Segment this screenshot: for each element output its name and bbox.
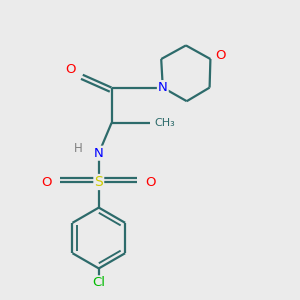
Text: Cl: Cl: [92, 276, 105, 289]
Text: S: S: [94, 175, 103, 189]
Text: O: O: [215, 49, 226, 62]
Text: N: N: [94, 147, 104, 160]
Text: O: O: [42, 176, 52, 188]
Text: O: O: [146, 176, 156, 188]
Text: O: O: [65, 64, 76, 76]
Text: H: H: [74, 142, 82, 155]
Text: CH₃: CH₃: [155, 118, 176, 128]
Text: N: N: [158, 81, 168, 94]
